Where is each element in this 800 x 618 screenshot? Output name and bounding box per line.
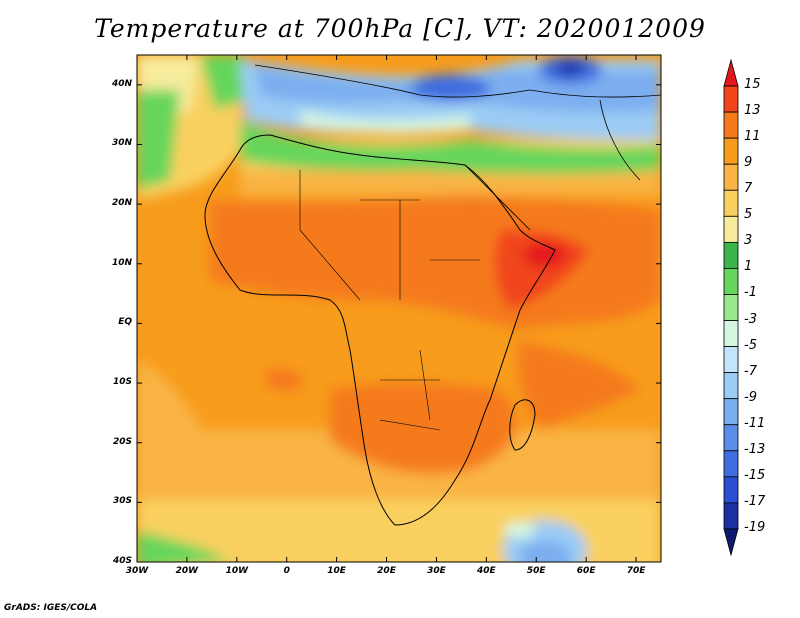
colorbar-bin	[723, 268, 739, 295]
colorbar-label: -19	[744, 519, 766, 535]
colorbar-bin	[723, 476, 739, 504]
footer-credit: GrADS: IGES/COLA	[4, 603, 98, 613]
colorbar-label: 5	[744, 207, 753, 223]
colorbar-label: 9	[744, 155, 753, 171]
colorbar-bin	[723, 346, 739, 374]
colorbar-bin	[723, 320, 739, 347]
lon-label: 60E	[576, 566, 596, 576]
colorbar-label: -7	[744, 363, 757, 379]
lon-label: 0	[283, 566, 290, 576]
colorbar-label: -3	[744, 311, 757, 327]
lon-label: 20W	[175, 566, 199, 576]
colorbar-bin	[723, 215, 739, 243]
lat-label: 30S	[112, 496, 132, 507]
colorbar-bin	[723, 528, 739, 557]
colorbar-label: -15	[744, 467, 766, 483]
colorbar-bin	[723, 502, 739, 530]
colorbar-bin	[723, 163, 739, 191]
colorbar-bin	[723, 137, 739, 165]
lon-label: 30E	[427, 566, 446, 576]
coastline	[204, 134, 556, 526]
colorbar-label: -13	[744, 441, 766, 457]
lon-label: 40E	[476, 566, 496, 576]
lat-label: 40S	[112, 556, 132, 566]
colorbar-label: 11	[744, 129, 761, 145]
lon-label: 20E	[377, 566, 396, 576]
colorbar-label: 15	[744, 77, 761, 93]
lat-label: 20S	[112, 436, 132, 447]
lon-label: 30W	[125, 566, 149, 576]
lat-label: 30N	[111, 138, 132, 149]
colorbar-bin	[723, 398, 739, 426]
colorbar-bin	[723, 111, 739, 139]
colorbar-label: 1	[744, 259, 753, 275]
colorbar-label: 13	[744, 103, 761, 119]
colorbar-bin	[723, 424, 739, 452]
lon-label: 50E	[526, 566, 546, 576]
colorbar-bin	[723, 450, 739, 478]
lat-label: 40N	[111, 78, 132, 89]
colorbar-bin	[723, 372, 739, 400]
colorbar-bin	[723, 85, 739, 113]
colorbar-label: -5	[744, 337, 757, 353]
colorbar-label: -11	[744, 415, 766, 431]
mediterranean-outline	[254, 64, 661, 98]
colorbar-bin	[723, 58, 739, 87]
colorbar-label: 3	[744, 233, 753, 249]
lat-label: 20N	[111, 198, 132, 209]
colorbar-bin	[723, 294, 739, 321]
lat-label: 10S	[112, 377, 132, 388]
colorbar-label: -17	[744, 493, 766, 509]
colorbar-label: -1	[744, 285, 757, 301]
map-frame	[136, 54, 662, 563]
madagascar-outline	[509, 399, 536, 451]
red-sea-outline	[464, 99, 641, 231]
axis-ticks	[136, 55, 661, 563]
lat-label: 10N	[111, 257, 132, 268]
lon-label: 10W	[225, 566, 249, 576]
country-borders	[299, 170, 480, 431]
colorbar-label: -9	[744, 389, 757, 405]
colorbar-bin	[723, 241, 739, 269]
lon-label: 70E	[626, 566, 646, 576]
colorbar-label: 7	[744, 181, 753, 197]
map-title: Temperature at 700hPa [C], VT: 202001200…	[94, 14, 706, 43]
lon-label: 10E	[327, 566, 346, 576]
colorbar-bin	[723, 189, 739, 217]
temperature-field	[137, 55, 661, 562]
lat-label: EQ	[118, 317, 132, 328]
colorbar	[723, 58, 739, 557]
